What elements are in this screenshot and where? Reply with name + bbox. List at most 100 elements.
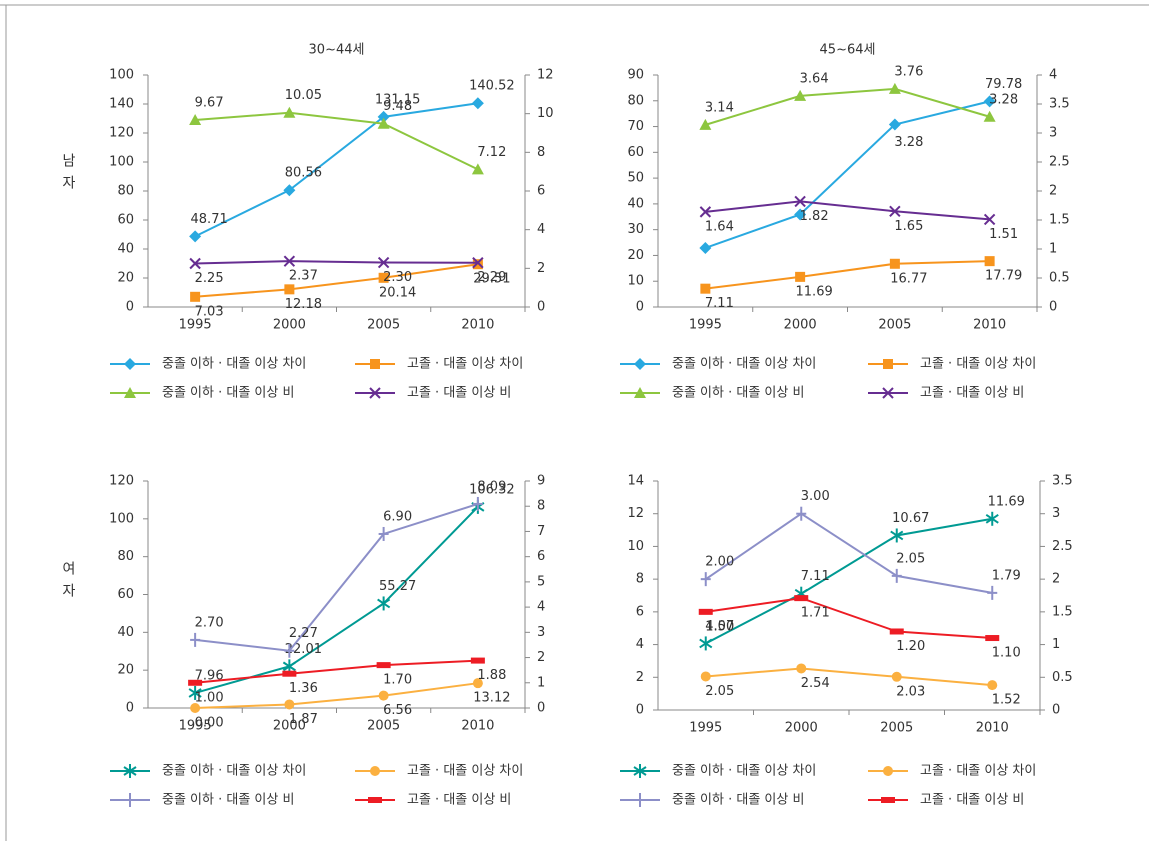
marker <box>190 291 201 302</box>
data-label: 6.90 <box>383 509 412 524</box>
y2-tick-label: 0 <box>1052 703 1060 718</box>
y-tick-label: 4 <box>636 637 644 652</box>
series-line <box>195 682 479 709</box>
x-tick-label: 2010 <box>976 721 1009 736</box>
data-label: 7.96 <box>195 668 224 683</box>
marker-stroke <box>983 213 996 226</box>
marker-stroke <box>123 766 137 776</box>
data-label: 2.05 <box>896 551 925 566</box>
series-line <box>705 667 993 687</box>
marker <box>472 496 483 511</box>
marker <box>283 184 296 197</box>
y-tick-label: 50 <box>627 171 644 186</box>
x-tick-label: 1995 <box>179 318 212 333</box>
y2-tick-label: 9 <box>537 474 545 489</box>
marker <box>472 257 484 269</box>
data-label: 7.11 <box>705 296 734 311</box>
series-line <box>705 517 993 645</box>
y-tick-label: 0 <box>126 300 134 315</box>
y2-tick-label: 1 <box>537 675 545 690</box>
data-label: 48.71 <box>191 212 228 227</box>
data-label: 29.51 <box>473 272 510 287</box>
legend-label: 고졸 · 대졸 이상 차이 <box>407 764 523 779</box>
marker-stroke <box>633 766 647 776</box>
marker-stroke <box>794 195 806 208</box>
y-tick-label: 0 <box>126 701 134 716</box>
marker <box>282 670 297 677</box>
series-line <box>705 260 990 290</box>
data-label: 1.88 <box>477 668 506 683</box>
y-tick-label: 6 <box>636 604 644 619</box>
marker <box>472 678 483 689</box>
data-label: 2.03 <box>896 684 925 699</box>
y-tick-label: 80 <box>627 93 644 108</box>
legend-label: 중졸 이하 · 대졸 이상 비 <box>162 793 294 808</box>
marker-stroke <box>889 205 901 218</box>
y2-tick-label: 1.5 <box>1049 213 1070 228</box>
marker <box>634 358 646 370</box>
marker <box>699 118 712 130</box>
data-label: 1.20 <box>896 639 925 654</box>
marker <box>794 195 806 208</box>
marker <box>987 585 998 600</box>
y-tick-label: 80 <box>117 184 134 199</box>
legend-label: 고졸 · 대졸 이상 차이 <box>920 357 1036 372</box>
legend-label: 중졸 이하 · 대졸 이상 비 <box>672 386 804 401</box>
y-tick-label: 14 <box>627 474 644 489</box>
y2-tick-label: 3 <box>1052 506 1060 521</box>
marker <box>470 657 485 664</box>
x-tick-label: 2000 <box>273 318 306 333</box>
y-tick-label: 120 <box>109 126 134 141</box>
y-tick-label: 20 <box>627 248 644 263</box>
y-tick-label: 10 <box>627 539 644 554</box>
y2-tick-label: 6 <box>537 549 545 564</box>
marker <box>284 643 295 658</box>
marker <box>888 82 901 94</box>
y2-tick-label: 0 <box>537 701 545 716</box>
marker <box>796 506 807 521</box>
marker <box>283 106 296 118</box>
marker <box>698 608 713 615</box>
marker <box>984 256 995 267</box>
data-label: 9.67 <box>195 96 224 111</box>
y-tick-label: 0 <box>636 300 644 315</box>
y2-tick-label: 2 <box>537 650 545 665</box>
data-label: 17.79 <box>985 269 1022 284</box>
x-tick-label: 2010 <box>461 719 494 734</box>
row-label: 여자 <box>60 561 76 605</box>
marker <box>370 766 380 776</box>
data-label: 20.14 <box>379 285 416 300</box>
series-line <box>195 260 478 265</box>
marker-stroke <box>890 530 904 541</box>
series-line <box>195 263 479 298</box>
marker <box>189 230 202 243</box>
series-line <box>195 659 478 684</box>
y2-tick-label: 1 <box>1052 637 1060 652</box>
marker <box>891 671 902 682</box>
y2-tick-label: 8 <box>537 145 545 160</box>
data-label: 131.15 <box>375 92 421 107</box>
data-label: 55.27 <box>379 579 416 594</box>
marker <box>889 628 904 635</box>
data-label: 11.69 <box>988 494 1025 509</box>
marker <box>985 511 999 526</box>
data-label: 1.64 <box>705 219 734 234</box>
marker <box>378 690 389 701</box>
data-label: 7.12 <box>477 145 506 160</box>
data-label: 4.07 <box>705 619 734 634</box>
marker <box>700 283 711 294</box>
data-label: 80.56 <box>285 166 322 181</box>
x-tick-label: 2005 <box>367 719 400 734</box>
data-label: 2.27 <box>289 626 318 641</box>
marker-stroke <box>377 256 390 269</box>
x-tick-label: 2000 <box>784 318 817 333</box>
data-label: 0.00 <box>195 716 224 731</box>
y-tick-label: 2 <box>636 670 644 685</box>
y2-tick-label: 3.5 <box>1052 474 1073 489</box>
y2-tick-label: 0.5 <box>1052 670 1073 685</box>
data-label: 1.65 <box>894 219 923 234</box>
data-label: 3.28 <box>989 92 1018 107</box>
marker <box>883 766 893 776</box>
marker <box>794 89 807 101</box>
legend-label: 중졸 이하 · 대졸 이상 비 <box>672 793 804 808</box>
